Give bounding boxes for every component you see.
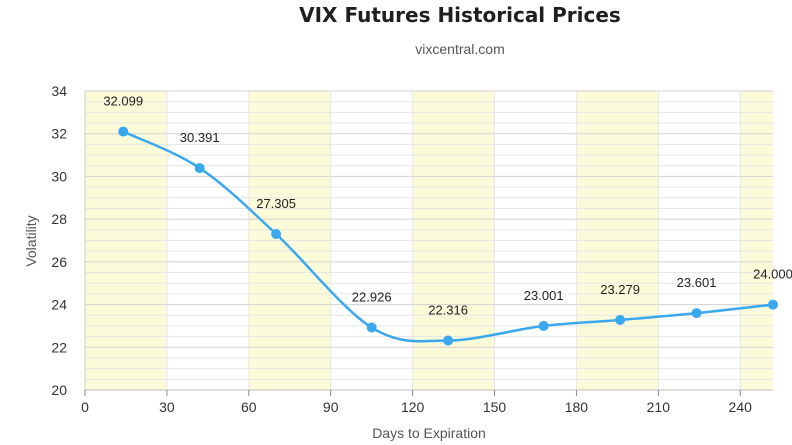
x-tick-label: 120 [401, 399, 425, 415]
y-tick-label: 30 [51, 168, 67, 184]
x-tick-label: 210 [647, 399, 671, 415]
series-line [122, 130, 774, 343]
chart-subtitle: vixcentral.com [415, 41, 504, 57]
x-tick-label: 180 [565, 399, 589, 415]
axes: 20 22 24 26 28 30 32 34 0 30 60 90 120 150 180 210 240 [51, 83, 773, 415]
data-point [443, 335, 454, 346]
y-tick-label: 24 [51, 297, 67, 313]
data-point [271, 228, 282, 239]
data-labels: 32.099 30.391 27.305 22.926 22.316 23.001 23.2… [103, 94, 792, 318]
data-label: 22.316 [428, 303, 468, 318]
data-label: 23.601 [677, 275, 717, 290]
data-label: 27.305 [256, 196, 296, 211]
x-tick-label: 90 [323, 399, 339, 415]
x-tick-label: 240 [729, 399, 753, 415]
series-layer [118, 126, 778, 346]
y-tick-label: 26 [51, 254, 67, 270]
data-point [538, 320, 549, 331]
x-tick-label: 0 [81, 399, 89, 415]
x-tick-label: 30 [159, 399, 175, 415]
chart-title: VIX Futures Historical Prices [299, 3, 621, 27]
data-label: 24.000 [753, 267, 792, 282]
data-label: 32.099 [103, 94, 143, 109]
data-point [118, 126, 129, 137]
data-label: 23.279 [600, 282, 640, 297]
data-label: 22.926 [352, 290, 392, 305]
x-tick-label: 150 [483, 399, 507, 415]
y-tick-label: 22 [51, 339, 67, 355]
x-tick-label: 60 [241, 399, 257, 415]
data-label: 30.391 [180, 130, 220, 145]
y-tick-label: 32 [51, 126, 67, 142]
x-axis-label: Days to Expiration [372, 425, 486, 441]
y-tick-label: 34 [51, 83, 67, 99]
y-tick-label: 28 [51, 211, 67, 227]
data-point [615, 314, 626, 325]
data-point [194, 163, 205, 174]
data-point [768, 299, 778, 310]
data-label: 23.001 [524, 288, 564, 303]
y-tick-label: 20 [51, 382, 67, 398]
data-point [366, 322, 377, 333]
data-point [691, 308, 702, 319]
grid-lines [84, 90, 773, 391]
y-axis-label: Volatility [23, 215, 39, 266]
